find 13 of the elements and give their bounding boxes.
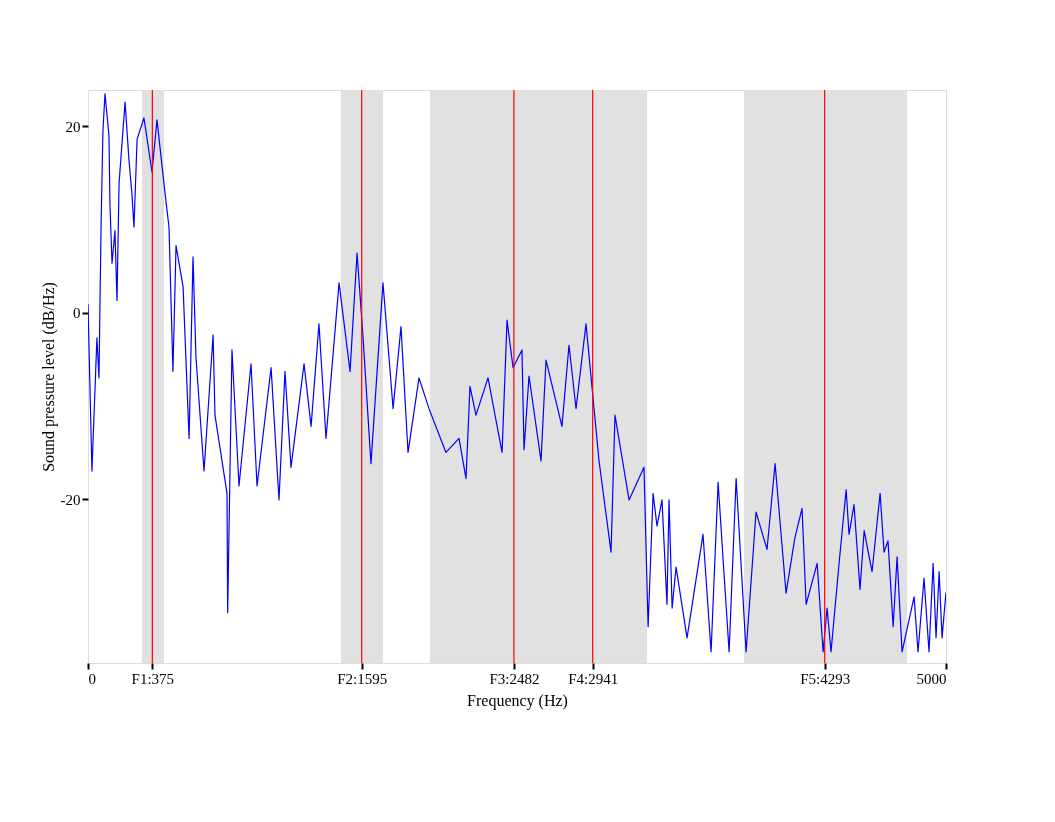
x-tick-label: 5000 bbox=[916, 670, 947, 687]
x-tick-label: F3:2482 bbox=[489, 670, 540, 687]
y-tick-label: 20 bbox=[65, 118, 81, 135]
x-tick-label: F1:375 bbox=[131, 670, 175, 687]
x-tick-label: F5:4293 bbox=[800, 670, 851, 687]
y-tick-label: 0 bbox=[73, 305, 81, 322]
x-tick-label: F4:2941 bbox=[568, 670, 619, 687]
x-axis-title: Frequency (Hz) bbox=[467, 691, 568, 710]
y-axis-title: Sound pressure level (dB/Hz) bbox=[39, 282, 58, 472]
x-tick-label: 0 bbox=[88, 670, 96, 687]
y-tick-label: -20 bbox=[60, 491, 81, 508]
x-tick-label: F2:1595 bbox=[337, 670, 388, 687]
line-series bbox=[88, 93, 946, 653]
